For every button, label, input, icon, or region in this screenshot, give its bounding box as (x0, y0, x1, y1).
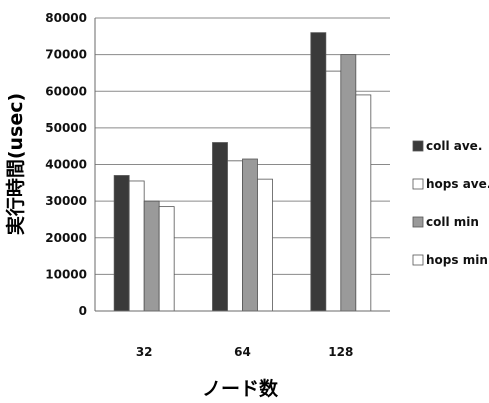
y-axis-title: 実行時間(usec) (4, 93, 27, 235)
y-tick-label: 0 (79, 304, 87, 318)
bar-hops-min-32 (158, 206, 175, 312)
legend-swatch (412, 254, 424, 266)
bar-coll-ave-128 (310, 32, 327, 312)
axes: 0 10000 20000 30000 40000 50000 60000 70000 8000… (45, 11, 390, 359)
bar-hops-ave-128 (325, 70, 342, 312)
legend-label: hops min (426, 253, 488, 267)
y-tick-label: 20000 (45, 231, 87, 245)
legend-label: coll min (426, 215, 479, 229)
legend-label: hops ave. (426, 177, 489, 191)
bar-coll-min-128 (340, 54, 357, 312)
legend: coll ave. hops ave. coll min hops min (412, 139, 489, 267)
bars (113, 32, 372, 312)
y-tick-label: 80000 (45, 11, 87, 25)
legend-swatch (412, 140, 424, 152)
x-axis-title: ノード数 (202, 377, 279, 400)
y-tick-label: 40000 (45, 158, 87, 172)
x-tick-label: 64 (234, 345, 251, 359)
legend-swatch (412, 216, 424, 228)
bar-coll-min-32 (143, 200, 160, 312)
y-tick-label: 50000 (45, 121, 87, 135)
bar-hops-min-128 (355, 94, 372, 312)
x-tick-label: 32 (136, 345, 153, 359)
y-tick-label: 30000 (45, 194, 87, 208)
bar-coll-ave-32 (113, 175, 130, 312)
bar-coll-min-64 (242, 158, 258, 312)
bar-coll-ave-64 (212, 142, 228, 312)
y-tick-label: 60000 (45, 84, 87, 98)
x-tick-label: 128 (328, 345, 353, 359)
bar-hops-min-64 (257, 178, 273, 312)
y-tick-label: 70000 (45, 48, 87, 62)
legend-swatch (412, 178, 424, 190)
y-tick-label: 10000 (45, 267, 87, 281)
bar-hops-ave-64 (227, 160, 243, 312)
bar-hops-ave-32 (128, 180, 145, 312)
legend-label: coll ave. (426, 139, 482, 153)
